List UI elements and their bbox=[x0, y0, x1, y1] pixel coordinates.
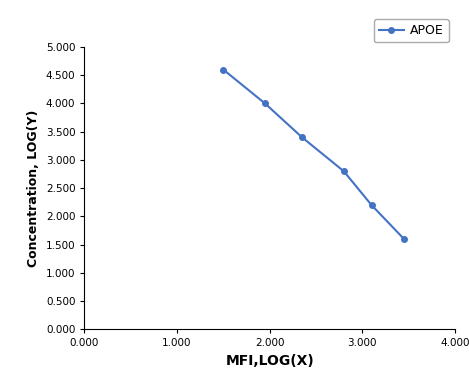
APOE bbox=[401, 237, 407, 241]
APOE bbox=[369, 203, 374, 207]
Legend: APOE: APOE bbox=[374, 20, 449, 42]
X-axis label: MFI,LOG(X): MFI,LOG(X) bbox=[225, 354, 314, 368]
APOE bbox=[262, 101, 268, 106]
APOE bbox=[341, 169, 347, 174]
APOE bbox=[220, 67, 226, 72]
Y-axis label: Concentration, LOG(Y): Concentration, LOG(Y) bbox=[27, 109, 40, 267]
APOE bbox=[299, 135, 305, 140]
Line: APOE: APOE bbox=[220, 67, 407, 242]
